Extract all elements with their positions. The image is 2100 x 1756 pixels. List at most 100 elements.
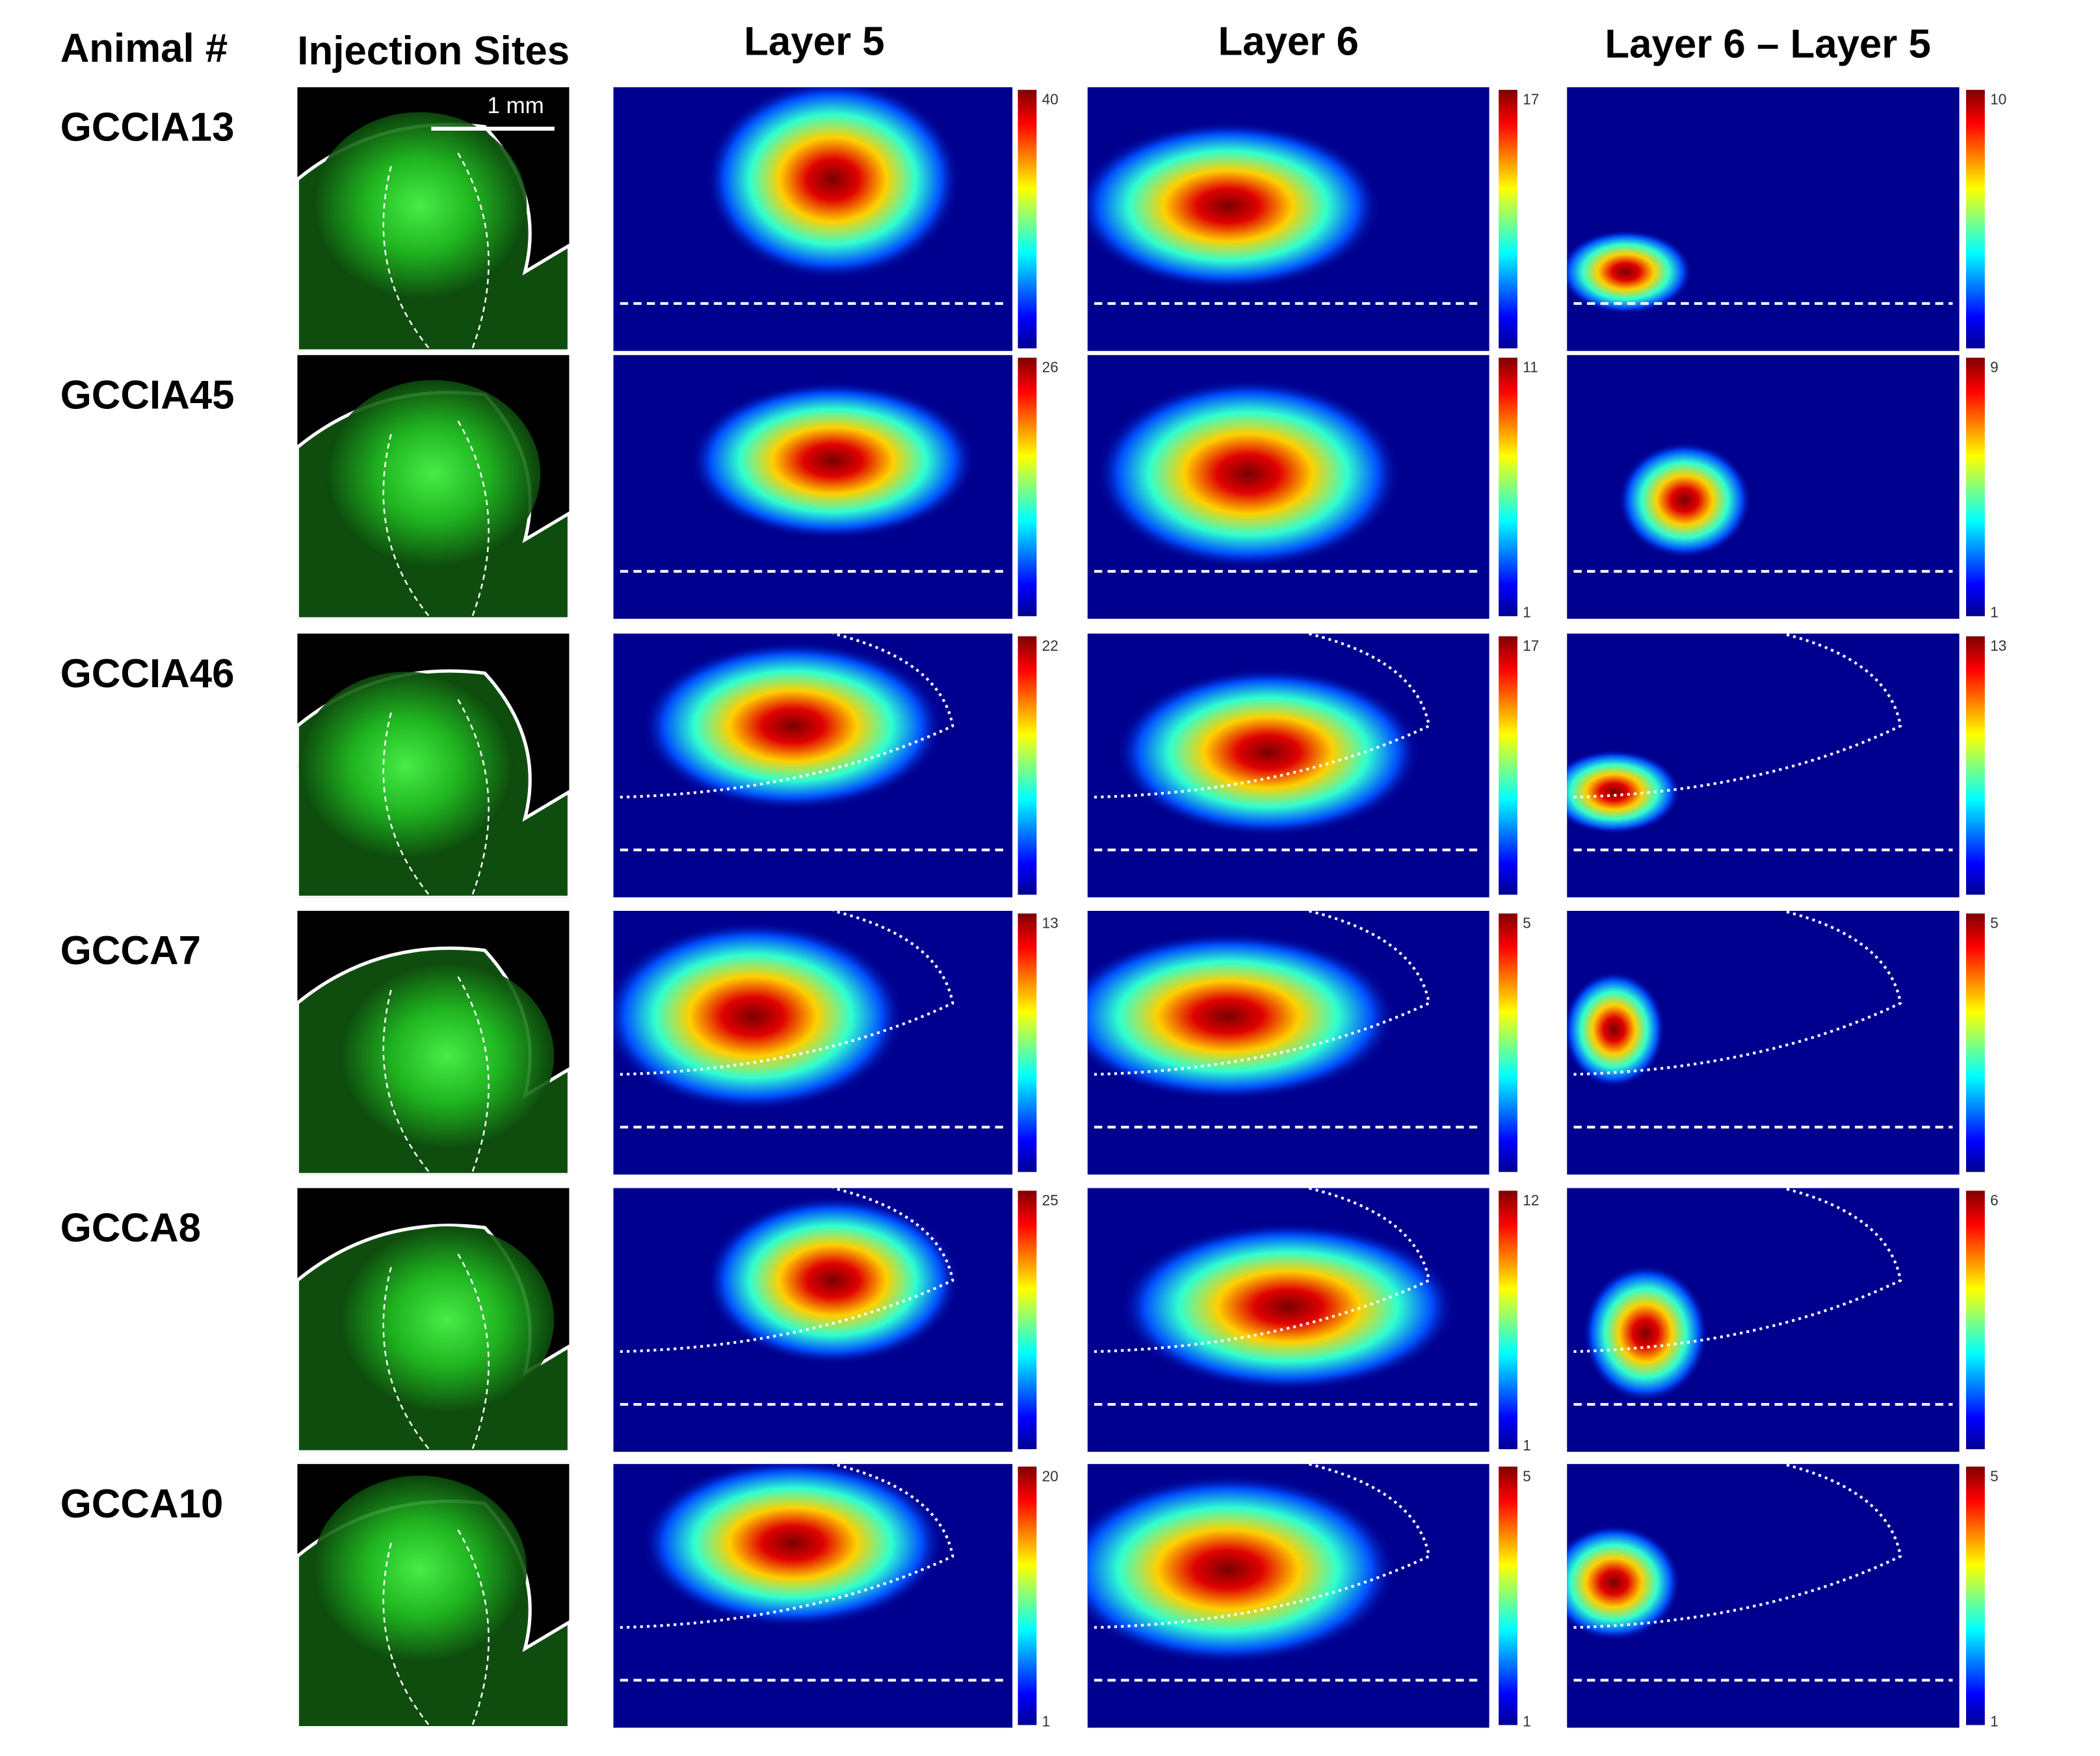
colorbar xyxy=(1018,913,1037,1172)
injection-image xyxy=(297,634,569,898)
colorbar xyxy=(1499,1467,1517,1725)
animal-label: GCCA8 xyxy=(60,1206,201,1251)
heatmap xyxy=(613,355,1012,619)
heatmap xyxy=(613,634,1012,898)
colorbar-max: 6 xyxy=(1990,1192,1999,1209)
colorbar-min: 1 xyxy=(1523,1437,1531,1454)
colorbar xyxy=(1966,90,1985,348)
column-header: Layer 6 xyxy=(1218,20,1358,64)
heatmap xyxy=(1547,634,1960,898)
colorbar xyxy=(1966,1190,1985,1449)
injection-site xyxy=(340,1226,555,1413)
injection-image xyxy=(297,1188,569,1452)
colorbar xyxy=(1018,1467,1037,1725)
colorbar-max: 20 xyxy=(1042,1467,1058,1484)
injection-site xyxy=(299,672,514,859)
colorbar-max: 11 xyxy=(1523,359,1538,376)
colorbar-min: 1 xyxy=(1042,1712,1051,1729)
heatmap-hotspot xyxy=(705,1196,961,1365)
colorbar xyxy=(1966,1467,1985,1725)
colorbar xyxy=(1499,913,1517,1172)
colorbar xyxy=(1499,636,1517,895)
colorbar-max: 5 xyxy=(1523,1467,1531,1484)
heatmap xyxy=(1563,911,1960,1175)
animal-label: GCCA7 xyxy=(60,928,201,973)
column-header: Animal # xyxy=(60,26,228,71)
colorbar-max: 22 xyxy=(1042,637,1058,654)
heatmap xyxy=(601,911,1012,1175)
colorbar xyxy=(1018,1190,1037,1449)
scale-bar-label: 1 mm xyxy=(487,93,544,118)
colorbar-max: 25 xyxy=(1042,1192,1058,1209)
colorbar-max: 13 xyxy=(1990,637,2006,654)
figure: Animal # Injection Sites Layer 5 Layer 6… xyxy=(0,0,2100,1756)
colorbar-max: 5 xyxy=(1990,1467,1999,1484)
heatmap xyxy=(1567,355,1960,619)
colorbar xyxy=(1966,358,1985,616)
injection-image xyxy=(297,355,569,619)
colorbar xyxy=(1018,90,1037,348)
column-header: Layer 6 – Layer 5 xyxy=(1605,22,1930,67)
colorbar xyxy=(1018,636,1037,895)
page: {"header": {"columns": ["Animal #", "Inj… xyxy=(0,0,2100,1756)
colorbar-max: 40 xyxy=(1042,91,1058,108)
heatmap xyxy=(1059,1464,1489,1728)
colorbar xyxy=(1499,1190,1517,1449)
heatmap-hotspot xyxy=(1582,1265,1708,1402)
heatmap xyxy=(1088,1188,1490,1452)
heatmap-hotspot xyxy=(1116,668,1421,837)
heatmap-hotspot xyxy=(1075,122,1381,291)
heatmap xyxy=(613,1188,1012,1452)
colorbar-max: 10 xyxy=(1990,91,2006,108)
colorbar-max: 17 xyxy=(1523,637,1539,654)
colorbar xyxy=(1966,636,1985,895)
colorbar-max: 5 xyxy=(1990,915,1999,932)
heatmap-hotspot xyxy=(641,642,945,811)
heatmap xyxy=(1088,634,1490,898)
colorbar-min: 1 xyxy=(1990,1712,1999,1729)
colorbar xyxy=(1966,913,1985,1172)
injection-image xyxy=(297,1464,569,1728)
colorbar xyxy=(1018,358,1037,616)
heatmap-hotspot xyxy=(1059,932,1397,1101)
heatmap-hotspot xyxy=(1120,1222,1457,1391)
heatmap xyxy=(1088,355,1490,619)
colorbar-max: 17 xyxy=(1523,91,1539,108)
colorbar-min: 1 xyxy=(1990,604,1999,621)
heatmap xyxy=(613,1459,1012,1728)
heatmap-hotspot xyxy=(1059,1474,1397,1664)
heatmap-hotspot xyxy=(601,921,905,1111)
colorbar-min: 1 xyxy=(1523,1712,1531,1729)
colorbar-max: 26 xyxy=(1042,359,1058,376)
colorbar xyxy=(1499,90,1517,348)
heatmap xyxy=(1559,87,1960,351)
injection-site xyxy=(313,112,527,300)
injection-site xyxy=(313,1476,527,1663)
heatmap xyxy=(1075,87,1490,351)
animal-label: GCCIA46 xyxy=(60,651,235,696)
animal-label: GCCIA13 xyxy=(60,105,235,150)
animal-label: GCCA10 xyxy=(60,1482,224,1527)
heatmap-hotspot xyxy=(705,79,961,280)
colorbar-min: 1 xyxy=(1523,604,1531,621)
colorbar-max: 13 xyxy=(1042,915,1058,932)
colorbar-max: 9 xyxy=(1990,359,1999,376)
heatmap xyxy=(1547,1464,1960,1728)
heatmap-hotspot xyxy=(1096,379,1401,569)
column-header: Injection Sites xyxy=(297,29,570,73)
injection-site xyxy=(340,962,555,1149)
heatmap-hotspot xyxy=(1559,229,1692,314)
colorbar-max: 12 xyxy=(1523,1192,1539,1209)
heatmap xyxy=(1567,1188,1960,1452)
heatmap-hotspot xyxy=(689,382,977,540)
heatmap xyxy=(613,79,1012,351)
colorbar-max: 5 xyxy=(1523,915,1531,932)
column-header: Layer 5 xyxy=(744,20,884,64)
heatmap xyxy=(1059,911,1489,1175)
injection-site xyxy=(326,380,541,568)
colorbar xyxy=(1499,358,1517,616)
injection-image xyxy=(297,911,569,1175)
heatmap-hotspot xyxy=(1547,1525,1681,1641)
animal-label: GCCIA45 xyxy=(60,373,235,417)
heatmap-hotspot xyxy=(641,1459,945,1628)
